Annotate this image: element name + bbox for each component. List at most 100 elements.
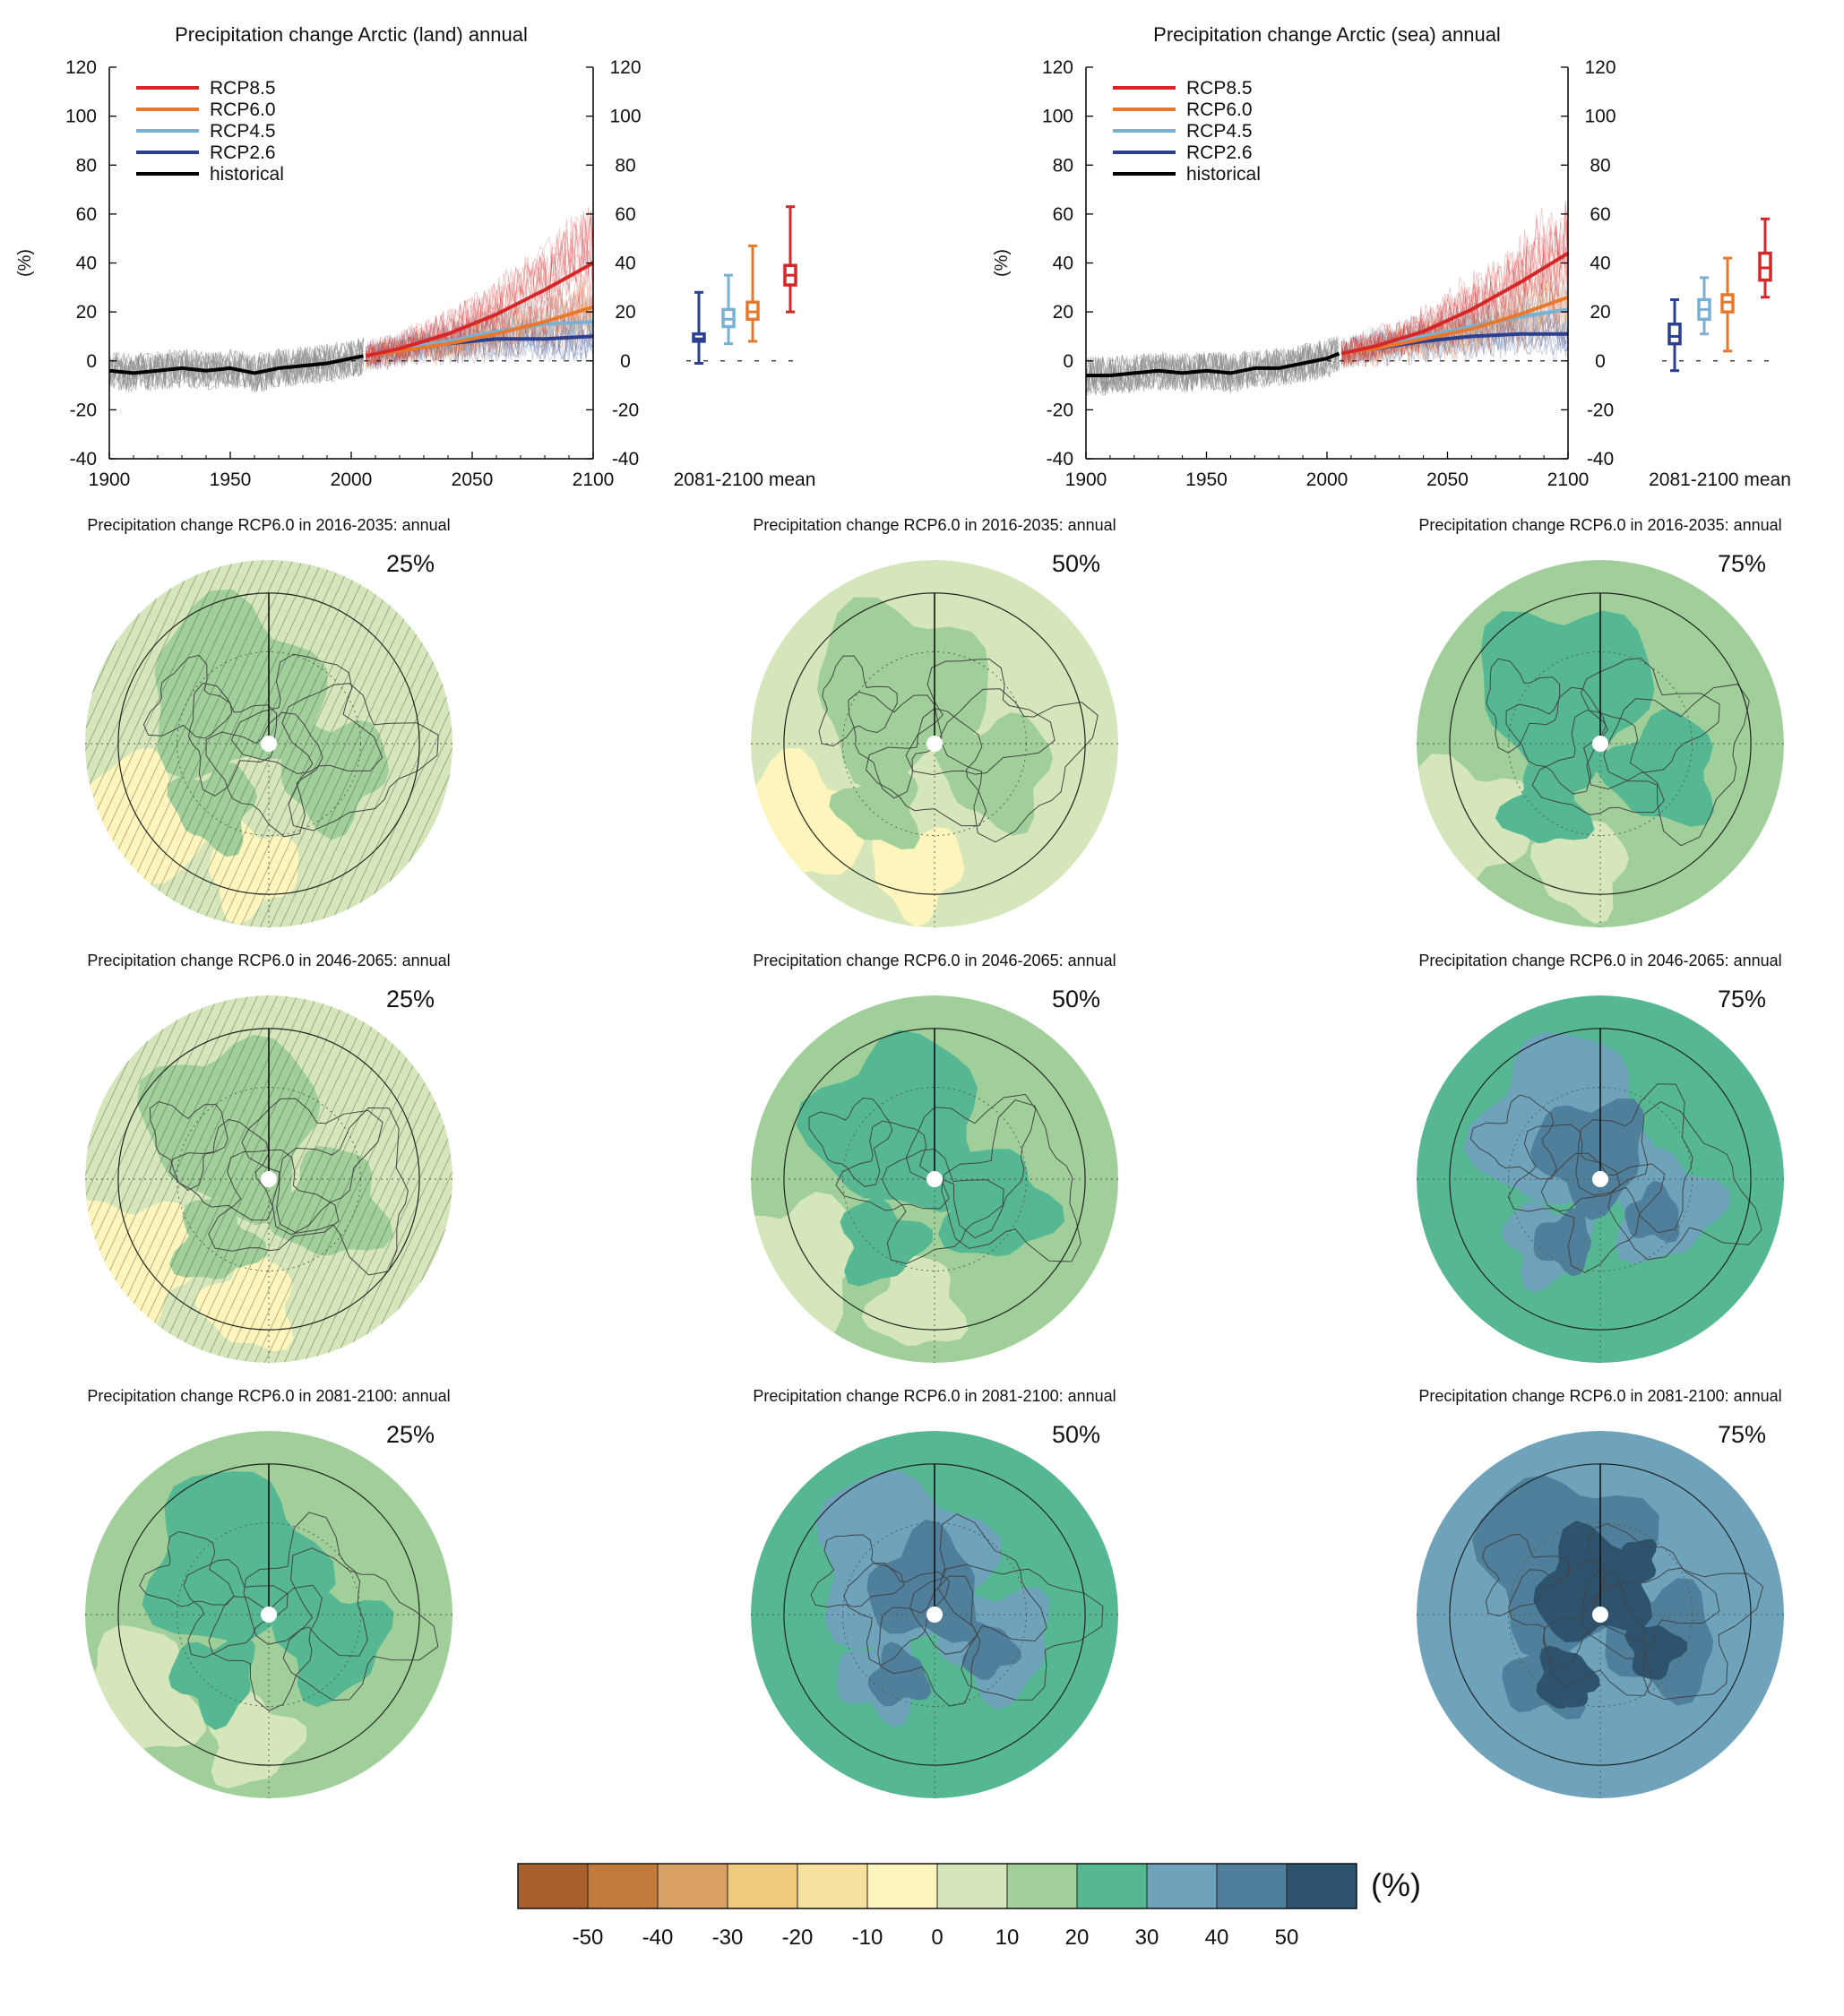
map-wet-patch [937,1149,1065,1257]
y-tick-label-right: 20 [615,302,635,323]
colorbar-segment [1076,1863,1148,1909]
y-tick-label-right: 120 [609,57,641,78]
y-tick-label-right: 20 [1590,302,1610,323]
legend-label: RCP8.5 [1186,78,1253,99]
y-tick-label: -20 [1047,400,1073,420]
box-rcp85 [783,205,797,314]
x-tick-label: 2100 [573,470,615,490]
colorbar-segment [587,1863,659,1909]
scenario-member-line [1340,321,1569,366]
map-panel: Precipitation change RCP6.0 in 2081-2100… [751,1387,1118,1798]
map-title: Precipitation change RCP6.0 in 2046-2065… [1418,952,1781,969]
y-tick-label: -40 [1047,449,1073,470]
scenario-member-line [365,292,594,363]
map-coastline [1505,686,1607,795]
map-panel: Precipitation change RCP6.0 in 2016-2035… [85,516,452,927]
scenario-member-line [1340,280,1569,366]
y-tick-label-right: 120 [1584,57,1616,78]
map-coastline [1542,1569,1652,1697]
map-coastline [905,659,1056,776]
percentile-label: 50% [1052,1421,1100,1448]
map-panel: Precipitation change RCP6.0 in 2016-2035… [751,516,1118,927]
map-wet-patch [1480,610,1655,796]
series-line-rcp85 [1340,251,1570,356]
map-coastline [139,1530,235,1607]
ensemble-spread [108,207,594,394]
y-tick-label-right: 0 [1595,351,1606,372]
scenario-member-line [365,314,594,372]
map-pole-marker [261,736,277,752]
y-tick-label-right: 60 [615,204,635,225]
colorbar-unit: (%) [1371,1866,1421,1903]
historical-member-line [1085,337,1340,393]
map-title: Precipitation change RCP6.0 in 2016-2035… [87,516,450,534]
map-title: Precipitation change RCP6.0 in 2081-2100… [753,1387,1116,1405]
x-tick-label: 2000 [1306,470,1349,490]
percentile-label: 75% [1718,550,1766,577]
y-tick-label: 0 [86,351,97,372]
box-rcp26 [692,290,706,365]
scenario-member-line [365,211,594,361]
scenario-member-line [365,304,594,369]
map-coastline [243,1512,368,1657]
map-wet-patch [1495,760,1595,844]
y-tick-label: 100 [65,107,97,127]
y-tick-label: 120 [1042,57,1073,78]
polar-maps: Precipitation change RCP6.0 in 2016-2035… [85,516,1784,1798]
map-coastline [168,1118,274,1221]
x-tick-label: 1900 [1065,470,1107,490]
map-pole-marker [1592,1607,1608,1623]
y-tick-label-right: 60 [1590,204,1610,225]
colorbar: -50 -40 -30 -20 -10 0 10 20 30 40 50 (%) [517,1863,1421,1950]
map-coastline [282,1547,439,1702]
map-pole-marker [261,1607,277,1623]
box-rcp26 [1667,297,1682,373]
map-wettest-core [1608,1538,1658,1585]
box-rcp85 [1758,217,1772,299]
percentile-label: 75% [1718,986,1766,1012]
scenario-member-line [365,297,594,363]
y-tick-label: 120 [65,57,97,78]
colorbar-tick-label: 30 [1135,1926,1159,1950]
x-tick-label: 1950 [210,470,252,490]
y-axis-label: (%) [992,249,1012,277]
map-panel: Precipitation change RCP6.0 in 2046-2065… [1417,952,1784,1363]
scenario-member-line [365,237,594,366]
map-title: Precipitation change RCP6.0 in 2046-2065… [87,952,450,969]
percentile-label: 50% [1052,986,1100,1012]
chart-title: Precipitation change Arctic (land) annua… [175,23,528,46]
legend-label: RCP8.5 [210,78,276,99]
scenario-member-line [365,315,594,366]
map-field [751,995,1118,1363]
y-tick-label: 40 [1053,254,1073,274]
map-coastline [843,1562,951,1667]
map-wettest-core [1548,1667,1597,1708]
y-tick-label: 60 [76,204,97,225]
y-tick-label: -20 [70,400,97,420]
map-coastline [808,1097,893,1187]
y-tick-label: 80 [1053,155,1073,176]
colorbar-segment [1006,1863,1078,1909]
percentile-label: 50% [1052,550,1100,577]
map-pole-marker [926,1171,943,1187]
map-wet-patch [829,759,920,850]
map-coastline [1575,1083,1693,1234]
map-coastline [183,1558,289,1658]
box-rcp45 [721,273,736,346]
map-coastline [241,1098,383,1236]
map-coastline [1580,658,1720,790]
colorbar-tick-label: -30 [712,1926,744,1950]
map-dry-patch [861,1254,969,1347]
x-tick-label: 1900 [89,470,131,490]
scenario-member-line [365,216,594,362]
map-wet-core [866,1519,977,1643]
map-coastline [142,654,233,739]
mean-label: 2081-2100 mean [1649,470,1791,490]
percentile-label: 25% [386,986,435,1012]
legend-label: historical [1186,164,1261,185]
map-pole-marker [926,1607,943,1623]
y-tick-label: 40 [76,254,97,274]
map-wet-patch [1596,709,1714,827]
scenario-member-line [1340,314,1569,363]
